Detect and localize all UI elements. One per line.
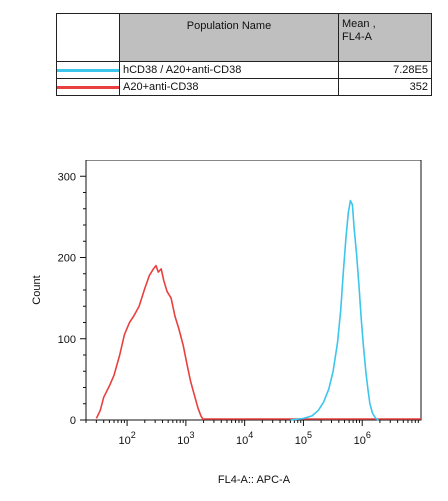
- legend-population-name: hCD38 / A20+anti-CD38: [119, 61, 339, 79]
- legend-swatch-cell: [56, 78, 120, 96]
- legend-row: hCD38 / A20+anti-CD38 7.28E5: [56, 61, 432, 79]
- x-tick-label: 103: [177, 430, 194, 447]
- x-tick-label: 105: [295, 430, 312, 447]
- legend-swatch-blue: [57, 68, 119, 72]
- x-axis: 102 103 104 105 106: [85, 420, 419, 447]
- legend-mean-value: 352: [338, 78, 432, 96]
- plot-frame: [85, 160, 422, 421]
- y-tick-label: 300: [58, 171, 76, 183]
- series-line: [290, 199, 379, 421]
- legend-header-mean-line1: Mean ,: [342, 18, 376, 30]
- legend-mean-value: 7.28E5: [338, 61, 432, 79]
- legend-header-row: Population Name Mean , FL4-A: [56, 13, 432, 62]
- legend-header-mean-line2: FL4-A: [342, 31, 372, 43]
- y-axis-label: Count: [31, 275, 43, 304]
- series-layer: [95, 199, 421, 421]
- y-tick-label: 200: [58, 253, 76, 265]
- y-axis: 0 100 200 300: [58, 171, 86, 427]
- legend-swatch-cell: [56, 61, 120, 79]
- legend-header-population: Population Name: [119, 13, 339, 62]
- y-tick-label: 0: [70, 415, 76, 427]
- legend-header-blank: [56, 13, 120, 62]
- x-tick-label: 104: [236, 430, 253, 447]
- legend-row: A20+anti-CD38 352: [56, 78, 432, 96]
- legend-header-mean: Mean , FL4-A: [338, 13, 432, 62]
- legend-population-name: A20+anti-CD38: [119, 78, 339, 96]
- y-tick-label: 100: [58, 334, 76, 346]
- x-axis-label: FL4-A:: APC-A: [218, 474, 291, 486]
- x-tick-label: 106: [354, 430, 371, 447]
- population-legend-table: Population Name Mean , FL4-A hCD38 / A20+…: [56, 13, 432, 96]
- series-line: [95, 264, 205, 421]
- legend-swatch-red: [57, 85, 119, 89]
- histogram-chart: 0 100 200 300 102 103 104 105 106 Count FL4-A::…: [31, 160, 422, 486]
- x-tick-label: 102: [118, 430, 135, 447]
